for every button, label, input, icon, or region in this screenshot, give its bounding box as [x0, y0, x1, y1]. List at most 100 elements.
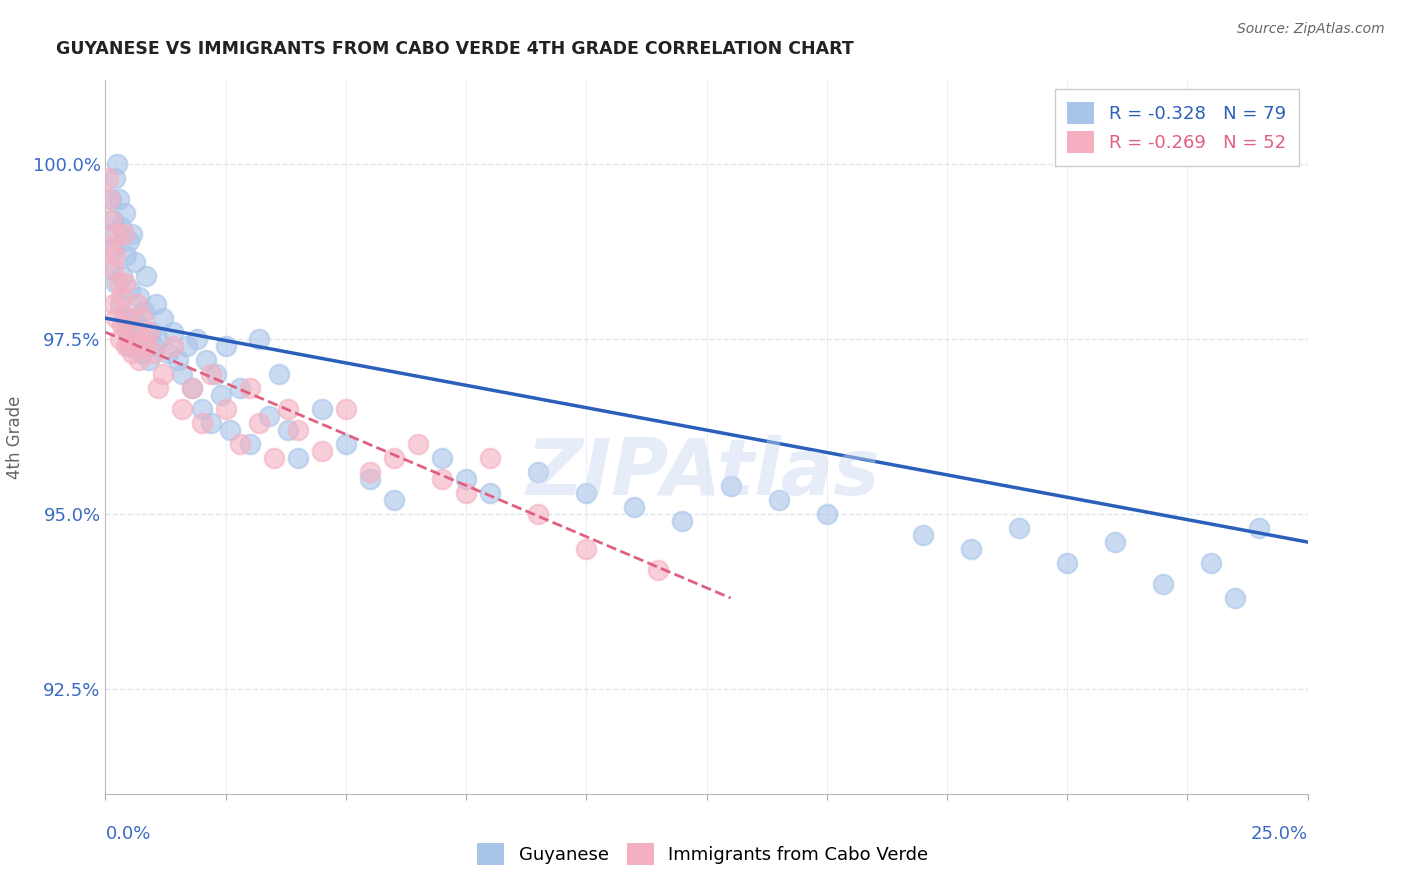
Point	[359, 465, 381, 479]
Point	[118, 339, 141, 353]
Point	[100, 213, 122, 227]
Point	[100, 192, 122, 206]
Point	[131, 346, 153, 360]
Point	[671, 514, 693, 528]
Point	[166, 353, 188, 368]
Point	[257, 409, 280, 423]
Point	[112, 311, 135, 326]
Point	[1056, 556, 1078, 570]
Point	[135, 269, 157, 284]
Point	[114, 206, 136, 220]
Point	[114, 248, 136, 262]
Point	[527, 507, 550, 521]
Point	[152, 367, 174, 381]
Point	[623, 500, 645, 514]
Point	[115, 311, 138, 326]
Point	[125, 318, 148, 333]
Point	[200, 367, 222, 381]
Point	[125, 297, 148, 311]
Point	[162, 325, 184, 339]
Point	[527, 465, 550, 479]
Point	[277, 423, 299, 437]
Point	[181, 381, 204, 395]
Point	[181, 381, 204, 395]
Point	[121, 227, 143, 242]
Point	[138, 353, 160, 368]
Point	[111, 269, 134, 284]
Point	[131, 311, 153, 326]
Point	[97, 171, 120, 186]
Point	[1249, 521, 1271, 535]
Point	[382, 493, 405, 508]
Point	[108, 332, 131, 346]
Point	[148, 381, 170, 395]
Point	[229, 381, 252, 395]
Point	[132, 332, 155, 346]
Point	[114, 276, 136, 290]
Point	[219, 423, 242, 437]
Point	[120, 283, 142, 297]
Point	[124, 332, 146, 346]
Point	[277, 402, 299, 417]
Point	[152, 311, 174, 326]
Point	[430, 472, 453, 486]
Point	[382, 451, 405, 466]
Point	[156, 346, 179, 360]
Text: ZIPAtlas: ZIPAtlas	[526, 434, 880, 511]
Point	[124, 325, 146, 339]
Point	[247, 332, 270, 346]
Point	[128, 353, 150, 368]
Point	[108, 297, 131, 311]
Point	[960, 541, 983, 556]
Point	[335, 402, 357, 417]
Point	[162, 339, 184, 353]
Point	[107, 227, 129, 242]
Point	[247, 416, 270, 430]
Point	[479, 451, 502, 466]
Point	[430, 451, 453, 466]
Point	[190, 402, 212, 417]
Point	[720, 479, 742, 493]
Point	[768, 493, 790, 508]
Point	[142, 346, 165, 360]
Point	[108, 276, 131, 290]
Text: 0.0%: 0.0%	[105, 825, 150, 843]
Point	[214, 402, 236, 417]
Point	[239, 381, 262, 395]
Point	[186, 332, 208, 346]
Point	[98, 192, 121, 206]
Point	[103, 241, 125, 255]
Point	[911, 528, 934, 542]
Point	[209, 388, 232, 402]
Point	[195, 353, 218, 368]
Point	[190, 416, 212, 430]
Point	[263, 451, 285, 466]
Point	[124, 255, 146, 269]
Point	[647, 563, 669, 577]
Point	[105, 311, 128, 326]
Point	[105, 276, 128, 290]
Point	[1286, 822, 1309, 836]
Point	[122, 311, 145, 326]
Point	[118, 332, 141, 346]
Point	[287, 451, 309, 466]
Point	[311, 402, 333, 417]
Point	[110, 220, 132, 235]
Point	[1225, 591, 1247, 605]
Point	[172, 367, 194, 381]
Point	[575, 486, 598, 500]
Point	[115, 325, 138, 339]
Point	[132, 304, 155, 318]
Point	[479, 486, 502, 500]
Point	[139, 325, 162, 339]
Point	[214, 339, 236, 353]
Point	[111, 318, 134, 333]
Point	[104, 248, 127, 262]
Point	[107, 157, 129, 171]
Point	[229, 437, 252, 451]
Point	[101, 213, 124, 227]
Point	[142, 339, 165, 353]
Point	[108, 192, 131, 206]
Point	[172, 402, 194, 417]
Point	[454, 486, 477, 500]
